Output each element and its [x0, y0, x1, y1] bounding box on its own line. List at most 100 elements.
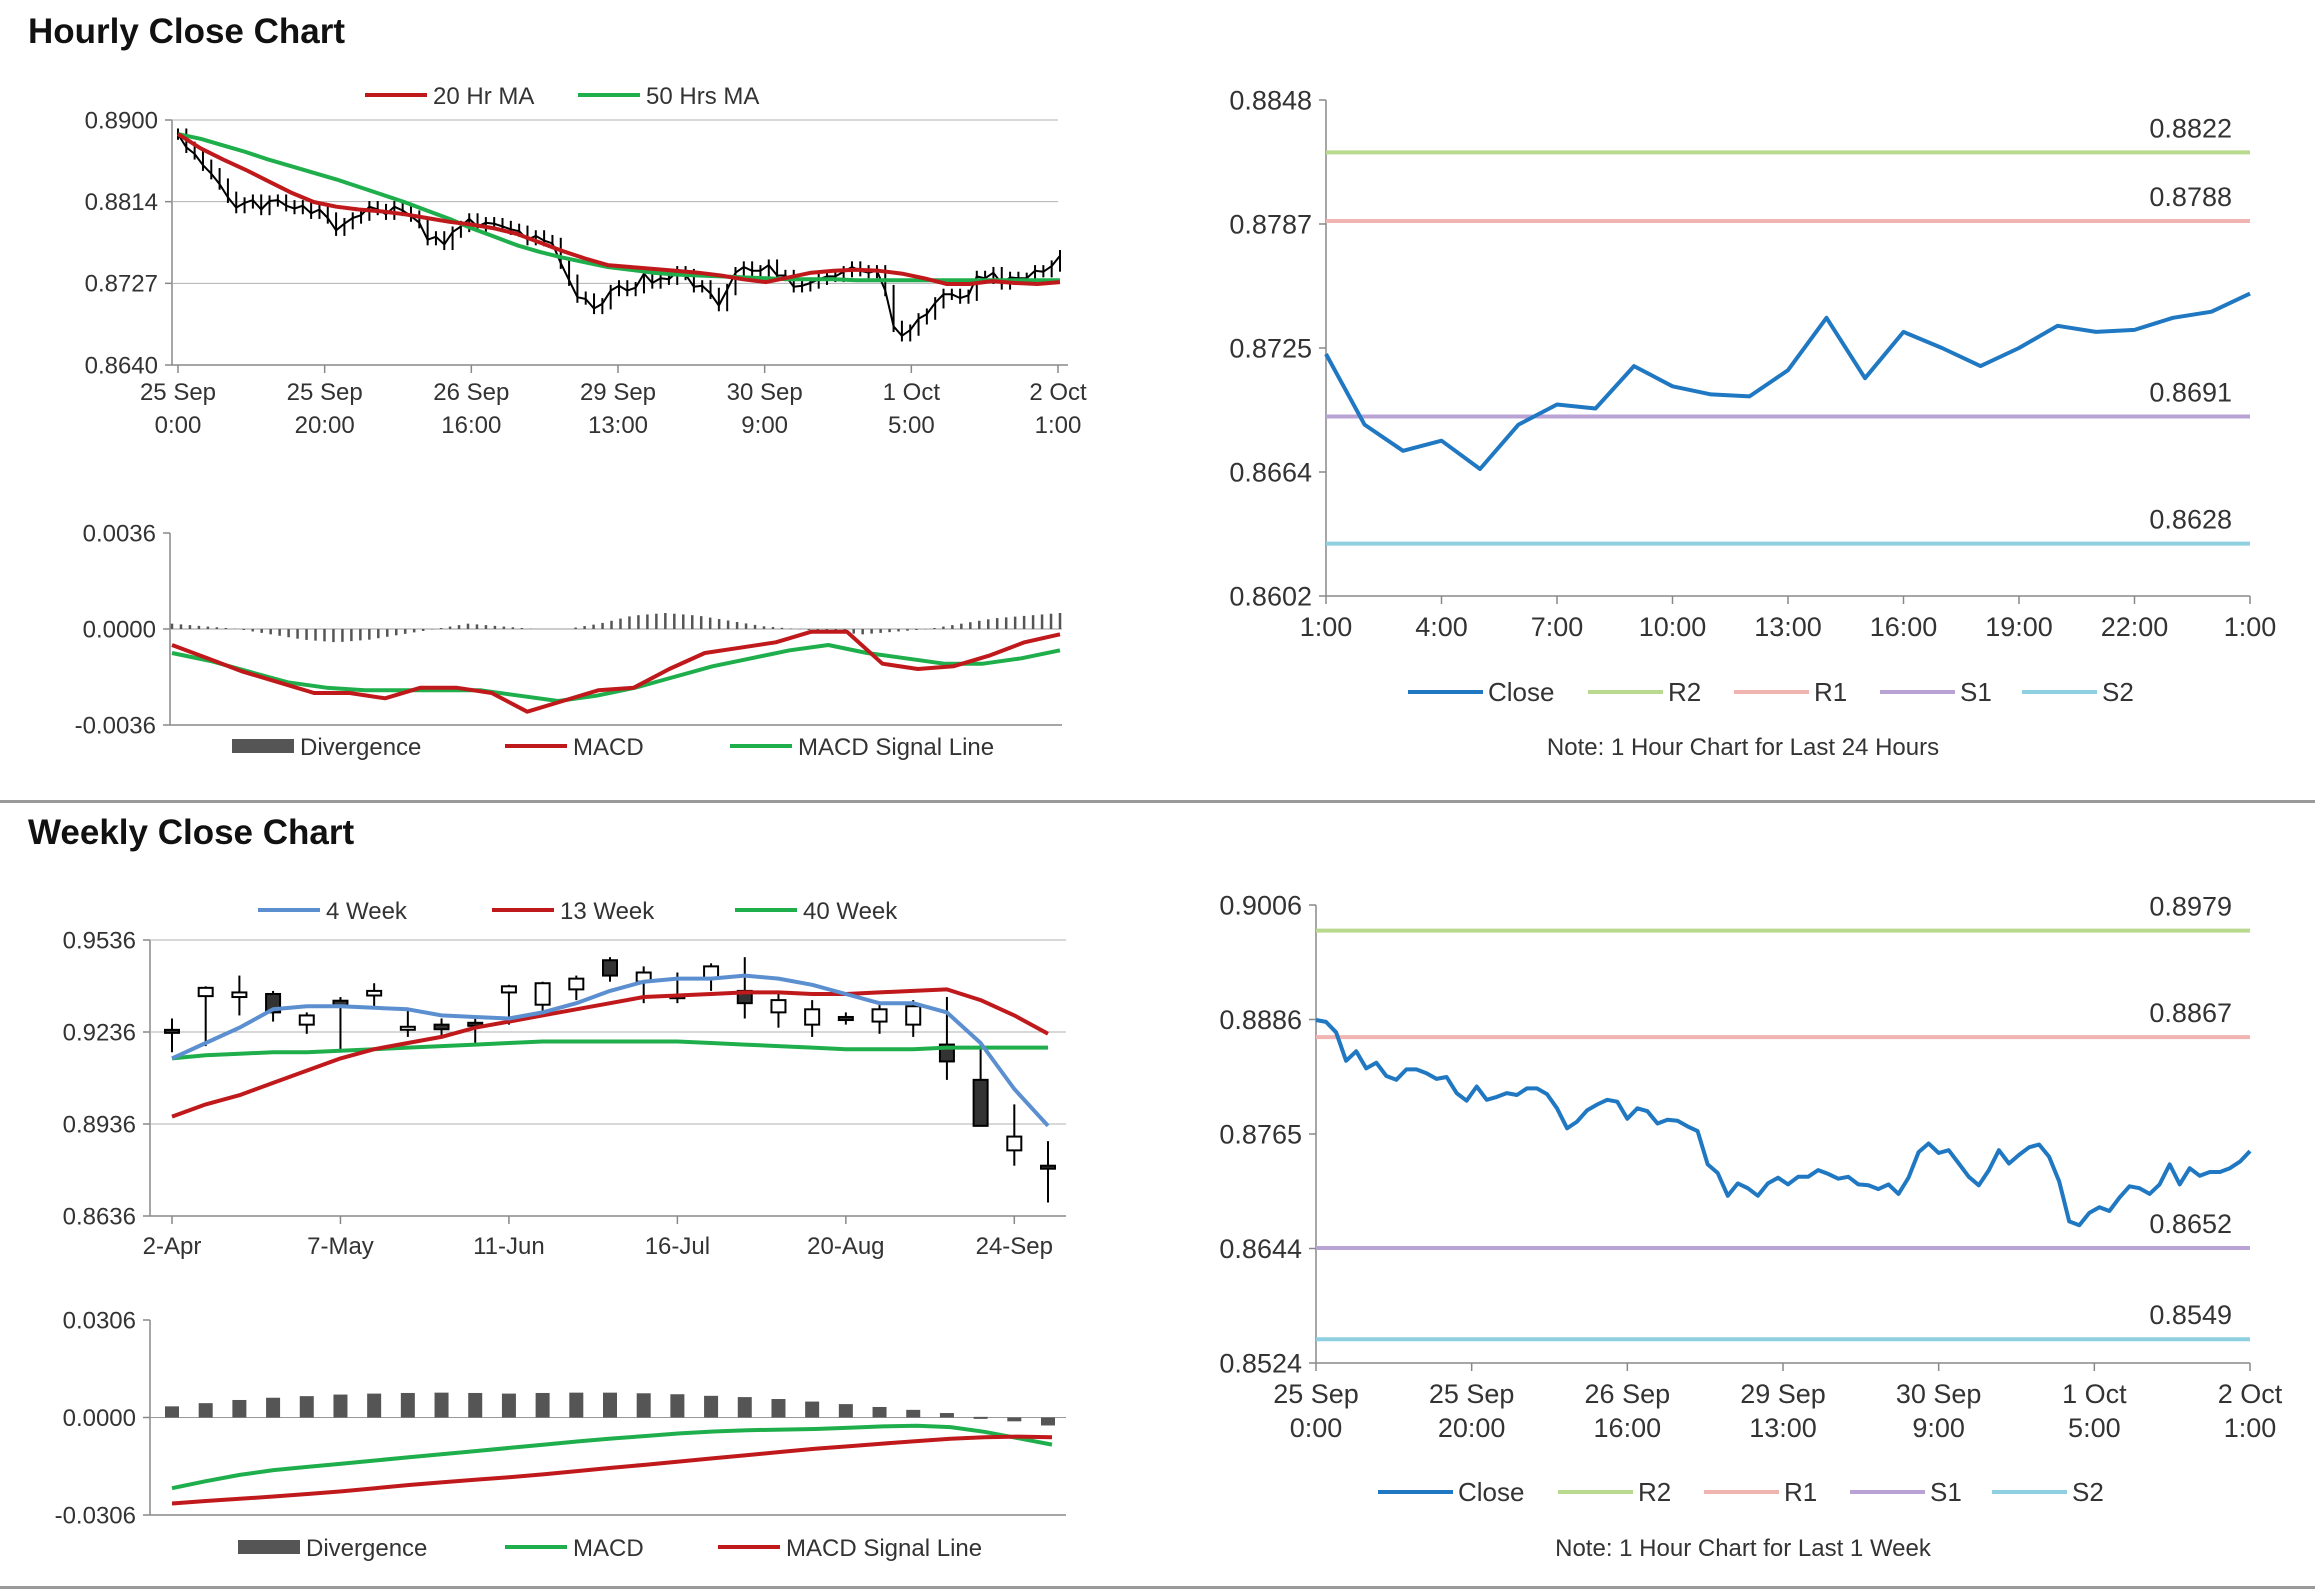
weekly-divergence-bar: [367, 1393, 382, 1418]
weekly-1w-level-label-r1: 0.8867: [2149, 998, 2232, 1028]
weekly-divergence-bar: [400, 1392, 415, 1418]
weekly-candle-body: [1040, 1164, 1056, 1170]
hourly-macd-y-tick-label: 0.0000: [83, 616, 156, 643]
weekly-1w-x-tick-label: 30 Sep: [1896, 1379, 1982, 1409]
weekly-divergence-bar: [906, 1409, 921, 1418]
hourly-price-x-tick-label: 16:00: [441, 412, 501, 439]
weekly-macd-signal-line: [171, 1434, 1053, 1506]
weekly-price-y-tick-label: 0.8936: [63, 1111, 136, 1138]
hourly-price-x-tick-label: 20:00: [295, 412, 355, 439]
weekly-1w-y-tick-label: 0.8886: [1219, 1005, 1302, 1035]
hourly-24h-x-tick-label: 1:00: [1300, 612, 1353, 642]
hourly-price-y-tick-label: 0.8640: [85, 352, 158, 379]
weekly-1w-x-tick-label: 1:00: [2224, 1413, 2277, 1443]
hourly-macd-y-tick-label: -0.0036: [75, 712, 156, 739]
weekly-divergence-bar: [704, 1395, 719, 1418]
hourly-24h-x-tick-label: 1:00: [2224, 612, 2277, 642]
weekly-candle-body: [164, 1028, 180, 1034]
weekly-1w-x-tick-label: 1 Oct: [2062, 1379, 2127, 1409]
hourly-price-x-tick-label: 29 Sep: [580, 379, 656, 406]
weekly-1w-x-tick-label: 0:00: [1290, 1413, 1343, 1443]
hourly-close-line: [177, 133, 1061, 337]
weekly-divergence-bar: [1041, 1417, 1055, 1426]
legend-ma20-label: 20 Hr MA: [433, 83, 534, 110]
weekly-candle-body: [534, 982, 551, 1006]
weekly-1w-legend-label: S1: [1930, 1477, 1962, 1507]
weekly-divergence-bar: [535, 1392, 550, 1418]
weekly-price-x-tick-label: 24-Sep: [976, 1233, 1053, 1260]
weekly-macd-y-tick-label: 0.0000: [63, 1405, 136, 1432]
hourly-24h-x-tick-label: 7:00: [1531, 612, 1584, 642]
hourly-price-x-tick-label: 30 Sep: [727, 379, 803, 406]
hourly-24h-y-tick-label: 0.8664: [1229, 457, 1312, 487]
section-divider: [0, 800, 2315, 803]
weekly-divergence-bar: [771, 1399, 786, 1418]
legend-weekly-divergence-label: Divergence: [306, 1535, 427, 1562]
weekly-price-x-tick-label: 20-Aug: [807, 1233, 884, 1260]
weekly-divergence-bar: [973, 1416, 988, 1419]
weekly-price-y-tick-label: 0.9236: [63, 1019, 136, 1046]
weekly-candle-body: [905, 1005, 922, 1026]
bottom-divider: [0, 1586, 2315, 1589]
weekly-1w-x-tick-label: 25 Sep: [1273, 1379, 1359, 1409]
hourly-macd-line: [171, 629, 1061, 714]
weekly-1w-y-tick-label: 0.8524: [1219, 1348, 1302, 1378]
weekly-divergence-bar: [670, 1394, 685, 1418]
hourly-24h-x-tick-label: 4:00: [1415, 612, 1468, 642]
ma40w-line: [171, 1039, 1048, 1061]
legend-hourly-signal-label: MACD Signal Line: [798, 734, 994, 761]
weekly-candle-body: [568, 977, 585, 991]
weekly-divergence-bar: [501, 1393, 516, 1418]
hourly-24h-note: Note: 1 Hour Chart for Last 24 Hours: [1547, 734, 1939, 761]
weekly-divergence-bar: [569, 1392, 584, 1418]
weekly-candle-body: [366, 989, 383, 997]
weekly-1w-x-tick-label: 26 Sep: [1585, 1379, 1671, 1409]
hourly-price-x-tick-label: 0:00: [155, 412, 202, 439]
hourly-24h-level-label-s1: 0.8691: [2149, 378, 2232, 408]
legend-weekly-signal-label: MACD Signal Line: [786, 1535, 982, 1562]
legend-40week-label: 40 Week: [803, 898, 898, 925]
weekly-price-y-tick-label: 0.9536: [63, 927, 136, 954]
weekly-divergence-bar: [232, 1399, 247, 1418]
weekly-candle-body: [298, 1014, 315, 1026]
hourly-price-x-tick-label: 13:00: [588, 412, 648, 439]
hourly-macd-signal-line: [171, 643, 1061, 703]
hourly-price-chart: 0.8900 0.8814 0.8727 0.8640 25 Sep 0:00 25 Sep…: [0, 60, 1140, 470]
hourly-section-title: Hourly Close Chart: [28, 12, 345, 51]
weekly-divergence-bar: [737, 1397, 752, 1418]
hourly-24h-legend-label: R1: [1814, 677, 1847, 707]
ma13w-line: [171, 987, 1049, 1119]
hourly-macd-chart: 0.0036 0.0000 -0.0036 Divergence MACD MACD Si…: [0, 500, 1140, 790]
weekly-candle-body: [770, 999, 787, 1014]
hourly-24h-level-label-r1: 0.8788: [2149, 182, 2232, 212]
hourly-price-x-tick-label: 25 Sep: [287, 379, 363, 406]
weekly-divergence-bar: [1007, 1417, 1022, 1422]
ma20-line: [176, 132, 1061, 286]
hourly-24h-y-tick-label: 0.8725: [1229, 333, 1312, 363]
weekly-candle-body: [399, 1025, 416, 1031]
hourly-price-x-tick-label: 9:00: [741, 412, 788, 439]
weekly-1w-note: Note: 1 Hour Chart for Last 1 Week: [1555, 1535, 1932, 1562]
hourly-price-y-tick-label: 0.8814: [85, 189, 158, 216]
hourly-24h-legend-label: Close: [1488, 677, 1554, 707]
weekly-divergence-bar: [838, 1404, 853, 1418]
weekly-1w-legend-label: Close: [1458, 1477, 1524, 1507]
weekly-macd-line: [171, 1423, 1053, 1491]
legend-13week-label: 13 Week: [560, 898, 655, 925]
weekly-candle-body: [871, 1008, 888, 1023]
hourly-price-x-tick-label: 2 Oct: [1029, 379, 1087, 406]
weekly-1w-x-tick-label: 5:00: [2068, 1413, 2121, 1443]
weekly-divergence-bar: [636, 1393, 651, 1418]
hourly-24h-level-label-r2: 0.8822: [2149, 113, 2232, 143]
weekly-divergence-bar: [165, 1406, 179, 1418]
weekly-candle-body: [1006, 1135, 1023, 1152]
hourly-24h-legend-label: S2: [2102, 677, 2134, 707]
hourly-price-y-tick-label: 0.8900: [85, 107, 158, 134]
weekly-macd-y-tick-label: 0.0306: [63, 1307, 136, 1334]
ma50-line: [177, 132, 1060, 283]
hourly-price-y-tick-label: 0.8727: [85, 271, 158, 298]
weekly-1w-x-tick-label: 25 Sep: [1429, 1379, 1515, 1409]
hourly-price-x-tick-label: 1 Oct: [883, 379, 941, 406]
weekly-divergence-bar: [468, 1392, 483, 1418]
weekly-1w-x-tick-label: 2 Oct: [2218, 1379, 2283, 1409]
